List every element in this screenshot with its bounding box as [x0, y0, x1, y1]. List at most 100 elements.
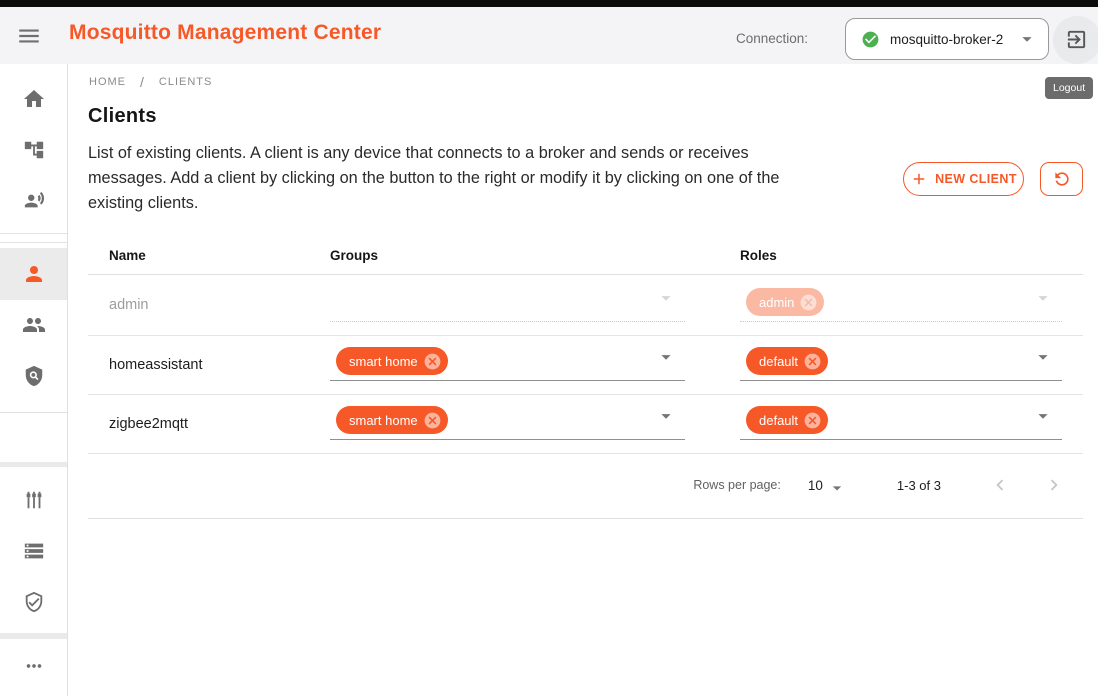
rows-per-page-select[interactable]: 10 [808, 473, 847, 498]
roles-select[interactable]: default [740, 402, 1062, 440]
chip-delete-icon[interactable] [803, 352, 822, 371]
breadcrumb-separator: / [140, 74, 145, 90]
person-icon [22, 262, 46, 286]
logout-tooltip: Logout [1045, 77, 1094, 99]
role-chip[interactable]: default [746, 347, 829, 375]
verified-user-icon [23, 591, 45, 613]
next-page-button[interactable] [1043, 474, 1065, 496]
group-icon [22, 313, 46, 337]
table-row[interactable]: homeassistant smart home default [88, 336, 1083, 395]
chip-delete-icon[interactable] [799, 293, 818, 312]
tune-sliders-icon [23, 489, 45, 511]
page-description: List of existing clients. A client is an… [88, 141, 779, 216]
groups-select[interactable]: smart home [330, 343, 685, 381]
chip-label: default [759, 412, 799, 428]
top-black-bar [0, 0, 1098, 7]
sidebar-item-streams[interactable] [0, 527, 67, 575]
chevron-left-icon [989, 474, 1011, 496]
chip-label: smart home [349, 412, 418, 428]
sidebar-divider-band [0, 462, 67, 467]
chip-label: admin [759, 294, 795, 310]
menu-button[interactable] [16, 22, 44, 50]
chip-delete-icon[interactable] [423, 352, 442, 371]
connection-value: mosquitto-broker-2 [890, 31, 1004, 47]
groups-select[interactable]: smart home [330, 402, 685, 440]
rows-per-page-label: Rows per page: [693, 478, 781, 492]
connection-select[interactable]: mosquitto-broker-2 [845, 18, 1049, 60]
roles-select[interactable]: default [740, 343, 1062, 381]
description-line: existing clients. [88, 194, 199, 212]
account-tree-icon [23, 139, 45, 161]
more-horiz-icon [23, 655, 45, 677]
table-row[interactable]: admin admin [88, 275, 1083, 336]
sidebar-item-more[interactable] [0, 642, 67, 690]
policy-icon [23, 365, 45, 387]
new-client-button[interactable]: NEW CLIENT [903, 162, 1024, 196]
chip-delete-icon[interactable] [423, 411, 442, 430]
new-client-label: NEW CLIENT [935, 172, 1017, 186]
sidebar-divider-band [0, 633, 67, 639]
chip-delete-icon[interactable] [803, 411, 822, 430]
chip-label: smart home [349, 353, 418, 369]
sidebar-divider [0, 242, 67, 243]
chevron-down-icon [1032, 346, 1054, 368]
sidebar-item-topology[interactable] [0, 126, 67, 174]
role-chip[interactable]: default [746, 406, 829, 434]
group-chip[interactable]: smart home [336, 406, 448, 434]
chevron-down-icon [655, 346, 677, 368]
sidebar-item-connections[interactable] [0, 177, 67, 225]
page-title: Clients [88, 105, 157, 127]
refresh-button[interactable] [1040, 162, 1083, 196]
column-header-roles: Roles [740, 248, 777, 263]
sidebar-item-home[interactable] [0, 75, 67, 123]
record-voice-over-icon [23, 190, 45, 212]
chevron-down-icon [827, 478, 847, 498]
breadcrumb-clients: CLIENTS [158, 76, 213, 88]
role-chip[interactable]: admin [746, 288, 825, 316]
sidebar-item-groups[interactable] [0, 301, 67, 349]
table-row[interactable]: zigbee2mqtt smart home default [88, 395, 1083, 454]
rows-per-page-value: 10 [807, 477, 823, 493]
sidebar-item-roles[interactable] [0, 352, 67, 400]
clients-table: Name Groups Roles admin admin homeassist… [88, 245, 1083, 454]
logout-icon [1065, 28, 1088, 51]
table-pagination: Rows per page: 10 1-3 of 3 [88, 452, 1083, 519]
home-icon [22, 87, 46, 111]
sidebar-item-security[interactable] [0, 578, 67, 626]
pagination-range: 1-3 of 3 [896, 477, 941, 493]
app-bar: Mosquitto Management Center Connection: … [0, 7, 1098, 64]
rotate-left-icon [1052, 169, 1072, 189]
breadcrumb-home[interactable]: HOME [89, 76, 126, 88]
chevron-down-icon [655, 287, 677, 309]
group-chip[interactable]: smart home [336, 347, 448, 375]
chevron-down-icon [1032, 405, 1054, 427]
sidebar-divider [0, 233, 67, 234]
sidebar-item-settings[interactable] [0, 476, 67, 524]
column-header-groups: Groups [330, 248, 379, 263]
chip-label: default [759, 353, 799, 369]
sidebar-item-clients[interactable] [0, 250, 67, 298]
table-header: Name Groups Roles [88, 245, 1083, 275]
check-circle-icon [861, 30, 880, 49]
plus-icon [910, 170, 928, 188]
client-name: homeassistant [109, 357, 203, 373]
roles-select[interactable]: admin [740, 284, 1062, 322]
sidebar-divider [0, 412, 67, 413]
sidebar [0, 64, 68, 696]
chevron-down-icon [1016, 28, 1038, 50]
description-line: messages. Add a client by clicking on th… [88, 169, 780, 187]
previous-page-button[interactable] [989, 474, 1011, 496]
connection-label: Connection: [736, 31, 809, 46]
chevron-right-icon [1043, 474, 1065, 496]
description-line: List of existing clients. A client is an… [88, 144, 749, 162]
chevron-down-icon [655, 405, 677, 427]
chevron-down-icon [1032, 287, 1054, 309]
client-name: admin [109, 297, 149, 313]
storage-icon [23, 540, 45, 562]
breadcrumb: HOME / CLIENTS [89, 74, 212, 90]
groups-select[interactable] [330, 284, 685, 322]
client-name: zigbee2mqtt [109, 416, 188, 432]
logout-button[interactable] [1053, 16, 1098, 64]
menu-icon [16, 23, 44, 49]
